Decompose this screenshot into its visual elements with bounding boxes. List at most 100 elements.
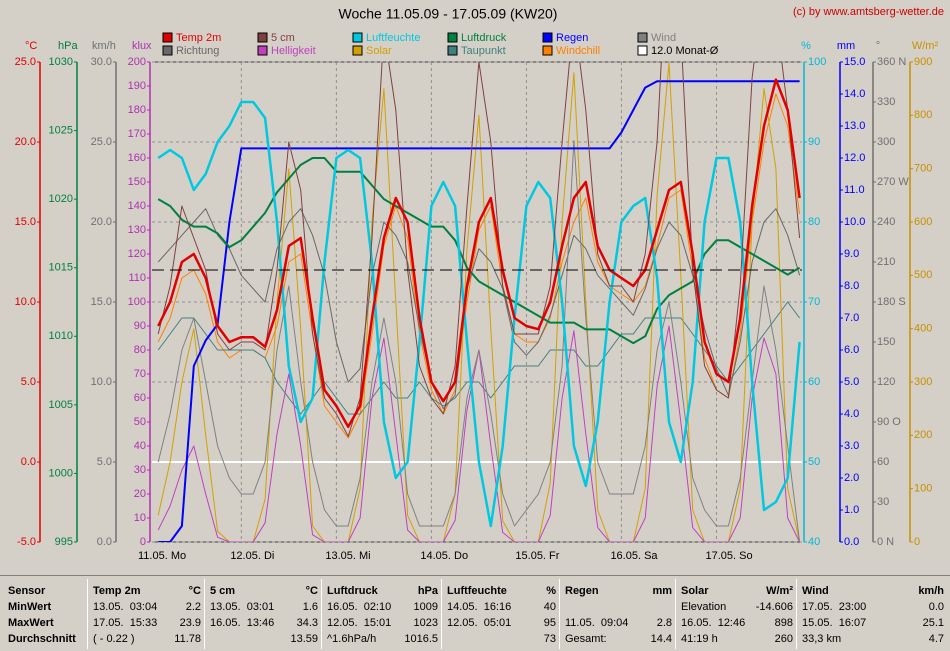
cell-text: Gesamt:: [565, 633, 607, 645]
cell-text: Elevation: [681, 601, 727, 613]
chart-title: Woche 11.05.09 - 17.05.09 (KW20): [339, 6, 558, 22]
y-tick-label: 80: [134, 344, 146, 356]
axis-unit-label: W/m²: [912, 40, 939, 52]
cell-value: 0.0: [928, 601, 944, 613]
x-tick-label: 16.05. Sa: [610, 550, 658, 562]
cell-value: 73: [543, 633, 556, 645]
y-tick-label: 1015: [49, 262, 73, 274]
row-label: Durchschnitt: [8, 633, 76, 645]
legend-label: Helligkeit: [271, 45, 316, 57]
y-tick-label: 40: [808, 536, 820, 548]
cell-text: ( - 0.22 ): [93, 633, 135, 645]
cell-value: 23.9: [179, 617, 201, 629]
x-tick-label: 14.05. Do: [420, 550, 468, 562]
cell-text: 33,3 km: [802, 633, 842, 645]
legend-label: 12.0 Monat-Ø: [651, 45, 719, 57]
legend-label: Windchill: [556, 45, 600, 57]
column-unit: km/h: [918, 585, 944, 597]
cell-text: 12.05. 15:01: [327, 617, 392, 629]
y-tick-label: 100: [128, 296, 146, 308]
column-name: Luftfeuchte: [447, 585, 507, 597]
legend-label: Luftfeuchte: [366, 32, 420, 44]
cell-value: 898: [774, 617, 793, 629]
cell-text: 13.05. 03:04: [93, 601, 158, 613]
legend-label: Richtung: [176, 45, 219, 57]
cell-text: ^1.6hPa/h: [327, 633, 377, 645]
cell-value: 95: [543, 617, 556, 629]
legend-swatch: [257, 45, 268, 56]
series-line: [158, 80, 800, 542]
y-tick-label: 120: [877, 376, 895, 388]
series-line: [157, 157, 801, 345]
y-tick-label: 8.0: [844, 280, 859, 292]
y-tick-label: 500: [914, 269, 932, 281]
column-unit: hPa: [417, 585, 438, 597]
y-tick-label: 10.0: [844, 216, 865, 228]
y-tick-label: 10.0: [91, 376, 112, 388]
y-tick-label: 0: [140, 536, 146, 548]
y-tick-label: 20: [134, 488, 146, 500]
y-tick-label: 700: [914, 163, 932, 175]
y-tick-label: 6.0: [844, 344, 859, 356]
y-tick-label: 14.0: [844, 88, 865, 100]
legend-swatch: [447, 45, 458, 56]
legend-swatch: [162, 32, 173, 43]
y-tick-label: 400: [914, 323, 932, 335]
y-tick-label: 2.0: [844, 472, 859, 484]
legend-swatch: [542, 32, 553, 43]
y-tick-label: 15.0: [844, 56, 865, 68]
cell-text: 12.05. 05:01: [447, 617, 512, 629]
x-tick-label: 17.05. So: [705, 550, 752, 562]
y-tick-label: -5.0: [17, 536, 36, 548]
y-tick-label: 60: [134, 392, 146, 404]
y-tick-label: 10: [134, 512, 146, 524]
chart: Woche 11.05.09 - 17.05.09 (KW20) (c) by …: [15, 6, 944, 562]
legend-label: Temp 2m: [176, 32, 221, 44]
legend-label: Solar: [366, 45, 392, 57]
y-tick-label: 300: [877, 136, 895, 148]
cell-text: 15.05. 16:07: [802, 617, 867, 629]
credit: (c) by www.amtsberg-wetter.de: [793, 6, 944, 18]
y-tick-label: 1010: [49, 330, 73, 342]
column-name: Temp 2m: [93, 585, 141, 597]
y-tick-label: 0 N: [877, 536, 894, 548]
cell-value: 4.7: [928, 633, 944, 645]
y-tick-label: 0.0: [844, 536, 859, 548]
y-tick-label: 13.0: [844, 120, 865, 132]
y-tick-label: 150: [128, 176, 146, 188]
y-tick-label: 1020: [49, 193, 73, 205]
y-tick-label: 1.0: [844, 504, 859, 516]
y-tick-label: 70: [134, 368, 146, 380]
legend-label: Luftdruck: [461, 32, 507, 44]
axis-unit-label: km/h: [92, 40, 116, 52]
column-name: Regen: [565, 585, 599, 597]
y-tick-label: 40: [134, 440, 146, 452]
y-tick-label: 180 S: [877, 296, 906, 308]
y-tick-label: 110: [128, 272, 146, 284]
y-tick-label: 330: [877, 96, 895, 108]
y-tick-label: 15.0: [91, 296, 112, 308]
series-line: [157, 62, 801, 437]
series-line: [157, 139, 801, 542]
axis-unit-label: mm: [837, 40, 855, 52]
column-separator: [441, 579, 442, 649]
cell-value: 260: [774, 633, 793, 645]
column-name: 5 cm: [210, 585, 236, 597]
y-tick-label: 30: [877, 496, 889, 508]
column-unit: °C: [305, 585, 318, 597]
y-tick-label: 10.0: [15, 296, 36, 308]
y-tick-label: 995: [55, 536, 73, 548]
y-tick-label: 30.0: [91, 56, 112, 68]
y-tick-label: 150: [877, 336, 895, 348]
y-tick-label: 25.0: [15, 56, 36, 68]
y-tick-label: 130: [128, 224, 146, 236]
cell-value: 2.8: [656, 617, 672, 629]
y-tick-label: 20.0: [15, 136, 36, 148]
y-tick-label: 80: [808, 216, 820, 228]
column-name: Solar: [681, 585, 709, 597]
column-name: Wind: [802, 585, 829, 597]
stats-table: Sensor Temp 2m °C 5 cm °C Luftdruck hPa Luftfeu…: [0, 575, 950, 651]
axis-unit-label: °C: [25, 40, 37, 52]
cell-value: 11.78: [174, 633, 201, 645]
